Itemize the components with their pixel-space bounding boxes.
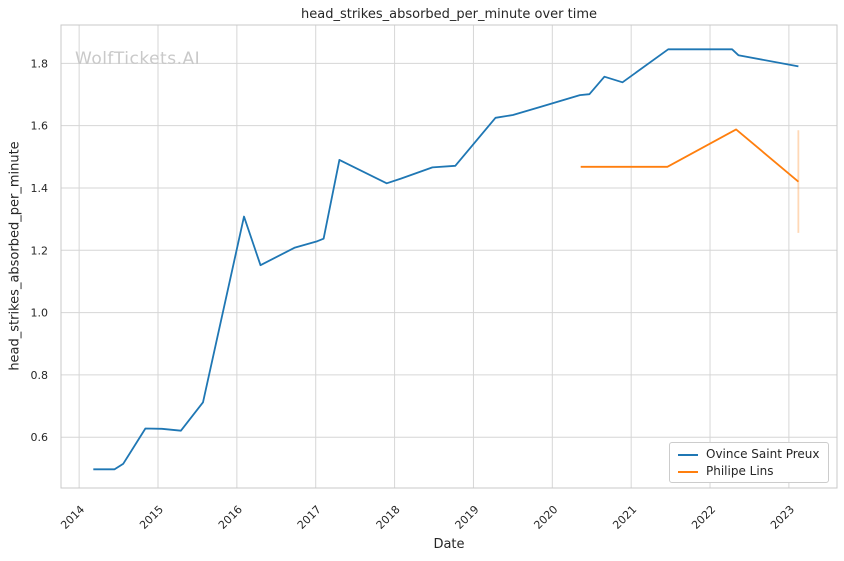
series-line-1: [580, 128, 799, 183]
legend-line-swatch-series-1: [678, 470, 698, 473]
series-line-0: [93, 48, 799, 471]
y-tick-label: 0.6: [31, 431, 49, 444]
legend-label-series-0: Ovince Saint Preux: [706, 447, 820, 461]
x-tick-label: 2022: [689, 503, 718, 532]
legend-line-swatch-series-0: [678, 453, 698, 456]
x-tick-label: 2023: [768, 503, 797, 532]
x-axis-label: Date: [433, 537, 465, 552]
y-tick-label: 0.8: [31, 369, 49, 382]
x-tick-label: 2021: [610, 503, 639, 532]
legend-item: Ovince Saint Preux: [678, 446, 820, 463]
watermark: WolfTickets.AI: [75, 49, 201, 69]
y-tick-label: 1.8: [31, 57, 49, 70]
x-tick-label: 2014: [58, 503, 87, 532]
x-tick-label: 2018: [374, 503, 403, 532]
x-tick-label: 2017: [295, 503, 324, 532]
x-tick-label: 2020: [531, 503, 560, 532]
x-tick-label: 2016: [216, 503, 245, 532]
y-tick-label: 1.2: [31, 244, 49, 257]
y-tick-label: 1.6: [31, 120, 49, 133]
y-axis-label: head_strikes_absorbed_per_minute: [7, 141, 23, 371]
legend-item: Philipe Lins: [678, 463, 820, 480]
x-tick-label: 2015: [137, 503, 166, 532]
y-tick-label: 1.4: [31, 182, 49, 195]
chart-title: head_strikes_absorbed_per_minute over ti…: [301, 7, 597, 22]
y-tick-label: 1.0: [31, 307, 49, 320]
x-tick-label: 2019: [453, 503, 482, 532]
plot-border: [60, 24, 838, 489]
legend: Ovince Saint Preux Philipe Lins: [669, 442, 829, 483]
legend-label-series-1: Philipe Lins: [706, 464, 774, 478]
